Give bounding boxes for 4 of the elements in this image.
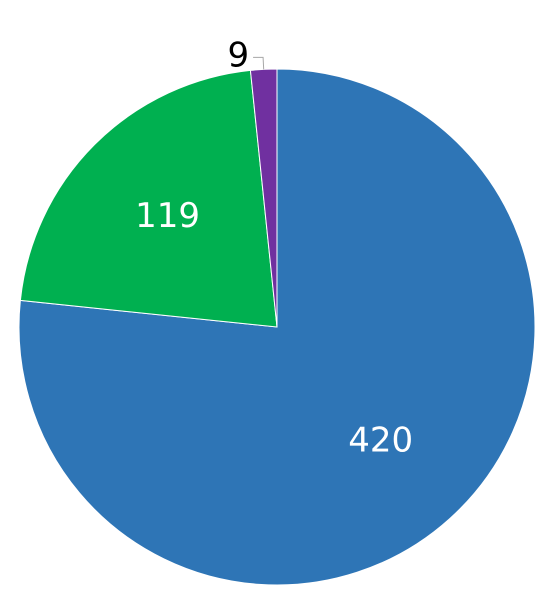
data-label: 9 bbox=[227, 36, 250, 76]
data-label: 420 bbox=[348, 420, 414, 460]
pie-slice bbox=[18, 68, 535, 586]
data-label: 119 bbox=[135, 196, 200, 236]
